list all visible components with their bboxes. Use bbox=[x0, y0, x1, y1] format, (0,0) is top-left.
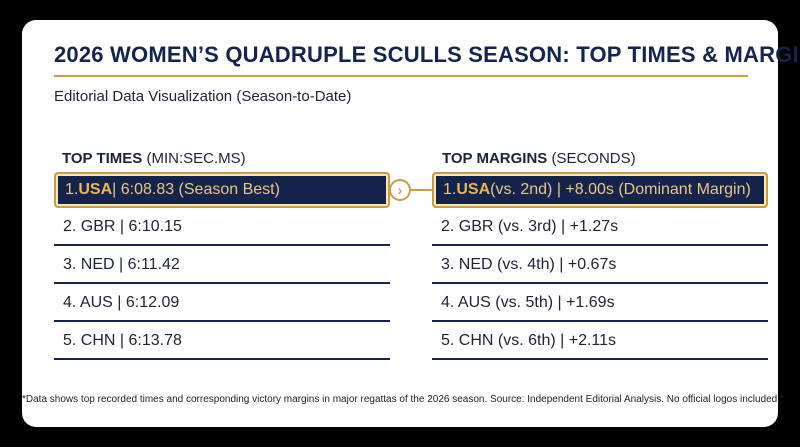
top-margins-highlight-detail: (vs. 2nd) | +8.00s (Dominant Margin) bbox=[490, 181, 751, 198]
top-margins-heading-bold: TOP MARGINS bbox=[442, 150, 548, 167]
page-subtitle: Editorial Data Visualization (Season-to-… bbox=[54, 88, 352, 105]
top-times-heading: TOP TIMES (MIN:SEC.MS) bbox=[62, 150, 246, 167]
top-times-highlight-prefix: 1. bbox=[65, 181, 79, 198]
page-title: 2026 WOMEN’S QUADRUPLE SCULLS SEASON: TO… bbox=[54, 42, 800, 67]
top-times-row-highlight: 1. USA | 6:08.83 (Season Best) bbox=[54, 172, 390, 208]
top-margins-row: 5. CHN (vs. 6th) | +2.11s bbox=[432, 324, 768, 360]
top-times-highlight-team: USA bbox=[78, 181, 113, 198]
top-margins-row-highlight: 1. USA (vs. 2nd) | +8.00s (Dominant Marg… bbox=[432, 172, 768, 208]
footnote: *Data shows top recorded times and corre… bbox=[22, 394, 784, 405]
top-times-row: 5. CHN | 6:13.78 bbox=[54, 324, 390, 360]
top-margins-heading: TOP MARGINS (SECONDS) bbox=[442, 150, 636, 167]
top-margins-row: 4. AUS (vs. 5th) | +1.69s bbox=[432, 286, 768, 322]
connector-line bbox=[390, 189, 434, 191]
infographic-card: 2026 WOMEN’S QUADRUPLE SCULLS SEASON: TO… bbox=[22, 20, 800, 427]
top-times-row: 4. AUS | 6:12.09 bbox=[54, 286, 390, 322]
top-margins-highlight-team: USA bbox=[456, 181, 491, 198]
top-margins-row: 3. NED (vs. 4th) | +0.67s bbox=[432, 248, 768, 284]
top-margins-highlight-prefix: 1. bbox=[443, 181, 457, 198]
top-times-highlight-detail: | 6:08.83 (Season Best) bbox=[112, 181, 280, 198]
top-margins-heading-unit: (SECONDS) bbox=[547, 150, 636, 167]
top-times-heading-unit: (MIN:SEC.MS) bbox=[142, 150, 246, 167]
top-times-row: 2. GBR | 6:10.15 bbox=[54, 210, 390, 246]
title-divider bbox=[54, 75, 748, 77]
top-times-row: 3. NED | 6:11.42 bbox=[54, 248, 390, 284]
top-times-heading-bold: TOP TIMES bbox=[62, 150, 143, 167]
top-margins-row: 2. GBR (vs. 3rd) | +1.27s bbox=[432, 210, 768, 246]
chevron-right-icon: › bbox=[389, 179, 411, 201]
